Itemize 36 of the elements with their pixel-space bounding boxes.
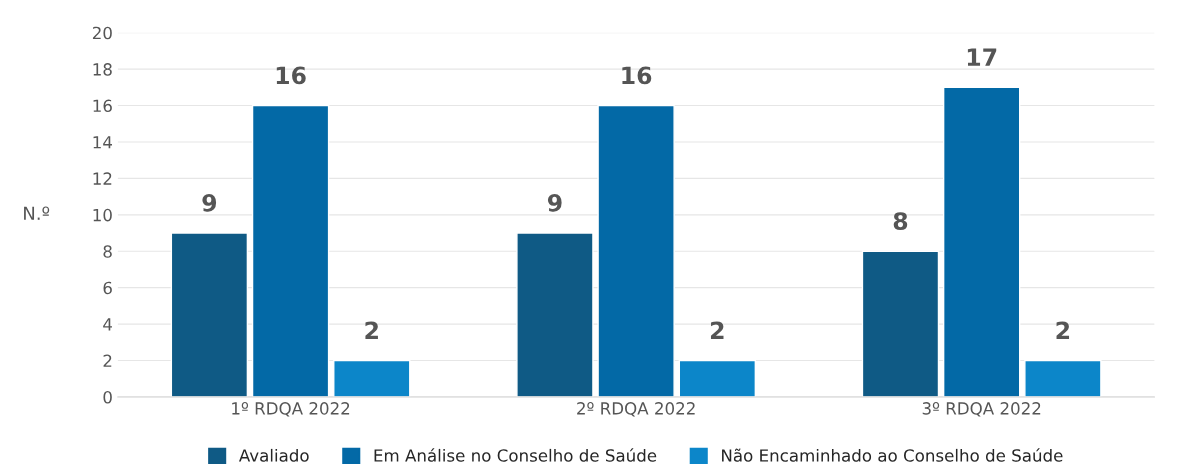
y-tick-label: 16: [93, 99, 112, 113]
bar: [942, 86, 1021, 397]
data-label: 9: [202, 193, 217, 212]
x-tick-label: 3º RDQA 2022: [922, 402, 1041, 417]
y-tick-label: 20: [92, 26, 112, 40]
bar: [1024, 359, 1102, 397]
y-tick-label: 14: [93, 136, 112, 149]
data-label: 2: [1056, 321, 1070, 339]
x-tick-label: 2º RDQA 2022: [577, 402, 695, 417]
legend-label: Em Análise no Conselho de Saúde: [374, 448, 657, 462]
y-tick-label: 4: [103, 318, 112, 331]
bar: [170, 232, 249, 397]
bar: [861, 250, 940, 397]
bar: [597, 104, 675, 397]
data-label: 9: [547, 193, 562, 212]
data-label: 17: [967, 48, 997, 66]
data-label: 2: [710, 321, 724, 339]
bar: [678, 359, 757, 397]
bar: [333, 359, 411, 397]
y-axis-title: N.º: [24, 206, 50, 220]
bar: [516, 232, 594, 397]
x-tick-label: 1º RDQA 2022: [232, 402, 350, 417]
data-label: 16: [622, 66, 652, 85]
legend-label: Avaliado: [238, 448, 309, 462]
y-tick-label: 2: [103, 354, 112, 367]
data-label: 2: [365, 321, 378, 339]
y-tick-label: 0: [103, 390, 112, 404]
legend-label: Não Encaminhado ao Conselho de Saúde: [722, 448, 1063, 462]
y-tick-label: 8: [103, 245, 112, 258]
y-tick-label: 6: [103, 281, 112, 295]
y-tick-label: 18: [93, 63, 112, 76]
y-tick-label: 10: [93, 208, 112, 222]
data-label: 16: [276, 66, 306, 85]
bar: [251, 104, 330, 397]
y-tick-label: 12: [93, 172, 112, 185]
data-label: 8: [893, 212, 908, 230]
